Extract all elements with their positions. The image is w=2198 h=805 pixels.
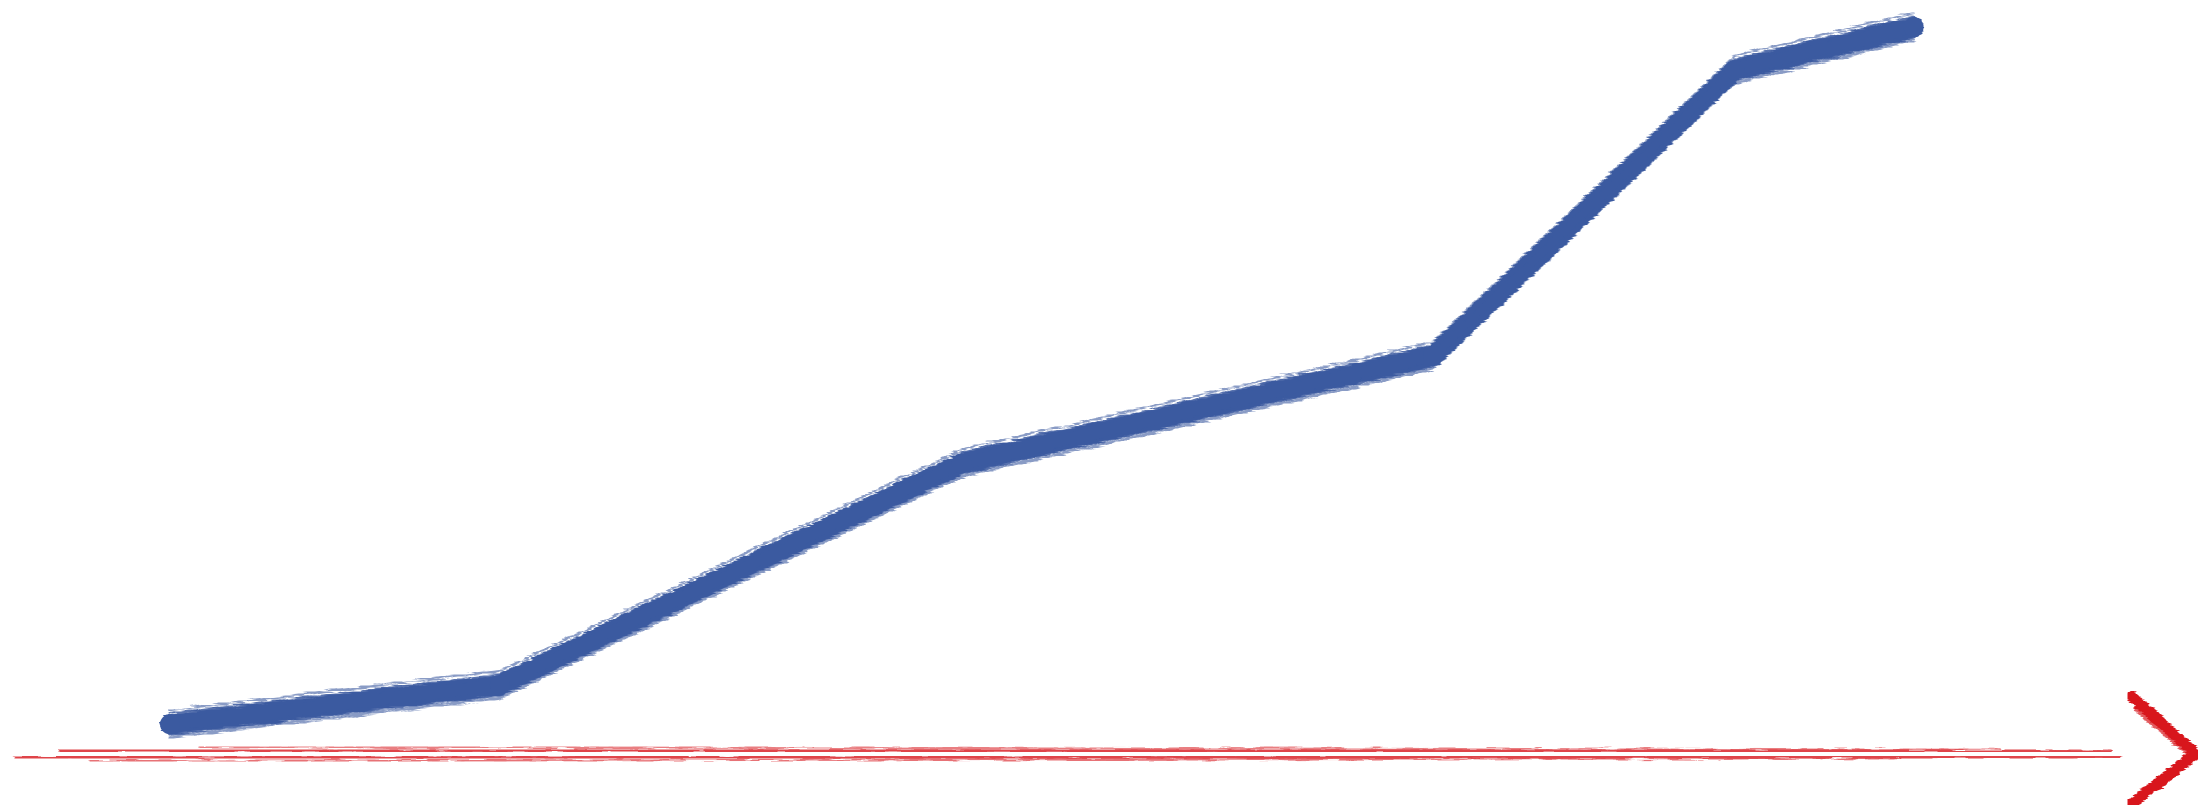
series-stroke [168, 38, 1915, 739]
x-axis [13, 690, 2198, 805]
series-line [160, 12, 1924, 739]
x-axis-stroke [58, 748, 2112, 754]
series-stroke [167, 33, 1917, 736]
series-stroke [169, 12, 1915, 712]
x-axis-stroke [199, 746, 2001, 751]
data-point [1724, 60, 1745, 80]
series-layer [160, 12, 1924, 739]
data-point [1903, 17, 1924, 38]
series-stroke [167, 15, 1917, 718]
data-point [489, 675, 510, 695]
data-point [951, 453, 972, 474]
x-axis-stroke [89, 757, 1901, 762]
series-stroke [160, 17, 1924, 735]
x-axis-arrowhead [2125, 690, 2198, 805]
x-axis-stroke [13, 754, 2122, 760]
data-point [160, 714, 180, 735]
x-axis-arrowhead-inner [2133, 706, 2194, 797]
data-point [1423, 346, 1443, 366]
